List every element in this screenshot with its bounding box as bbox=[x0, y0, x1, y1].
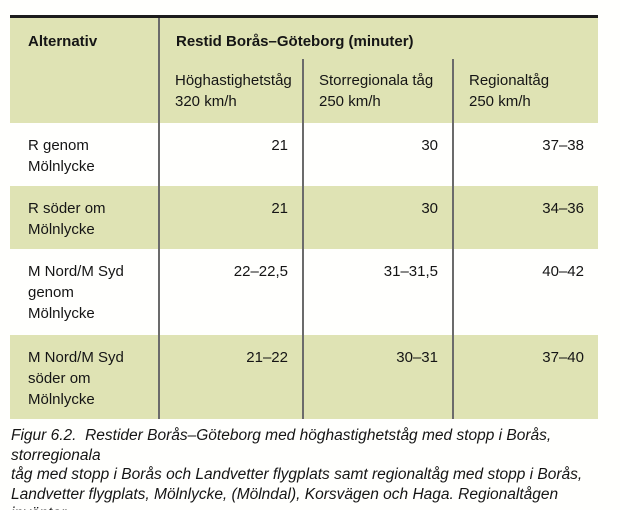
value-regionaltag: 34–36 bbox=[452, 186, 598, 249]
column-header-restid-group: Restid Borås–Göteborg (minuter) bbox=[158, 18, 598, 59]
figure-caption: Figur 6.2. Restider Borås–Göteborg med h… bbox=[11, 427, 583, 510]
value-regionaltag: 37–40 bbox=[452, 335, 598, 419]
table-row: M Nord/M Syd söder om Mölnlycke 21–22 30… bbox=[10, 335, 598, 419]
column-header-storregionala-tag: Storregionala tåg 250 km/h bbox=[302, 59, 452, 123]
row-label: M Nord/M Syd genom Mölnlycke bbox=[28, 263, 124, 322]
value-storregionala: 30 bbox=[302, 123, 452, 186]
row-label: R genom Mölnlycke bbox=[28, 137, 95, 175]
value-storregionala: 31–31,5 bbox=[302, 249, 452, 335]
value-regionaltag: 37–38 bbox=[452, 123, 598, 186]
column-header-alternativ: Alternativ bbox=[28, 33, 98, 50]
row-label: R söder om Mölnlycke bbox=[28, 200, 106, 238]
column-header-hoghastighetstag: Höghastighetståg 320 km/h bbox=[158, 59, 302, 123]
value-hoghastighetstag: 21 bbox=[158, 123, 302, 186]
value-regionaltag: 40–42 bbox=[452, 249, 598, 335]
value-storregionala: 30–31 bbox=[302, 335, 452, 419]
row-label: M Nord/M Syd söder om Mölnlycke bbox=[28, 349, 124, 408]
table-row: R genom Mölnlycke 21 30 37–38 bbox=[10, 123, 598, 186]
travel-time-table: Alternativ Restid Borås–Göteborg (minute… bbox=[10, 15, 598, 419]
value-hoghastighetstag: 21 bbox=[158, 186, 302, 249]
table-row: R söder om Mölnlycke 21 30 34–36 bbox=[10, 186, 598, 249]
value-hoghastighetstag: 21–22 bbox=[158, 335, 302, 419]
table-row: M Nord/M Syd genom Mölnlycke 22–22,5 31–… bbox=[10, 249, 598, 335]
value-storregionala: 30 bbox=[302, 186, 452, 249]
column-header-regionaltag: Regionaltåg 250 km/h bbox=[452, 59, 598, 123]
value-hoghastighetstag: 22–22,5 bbox=[158, 249, 302, 335]
table-header: Alternativ Restid Borås–Göteborg (minute… bbox=[10, 18, 598, 123]
